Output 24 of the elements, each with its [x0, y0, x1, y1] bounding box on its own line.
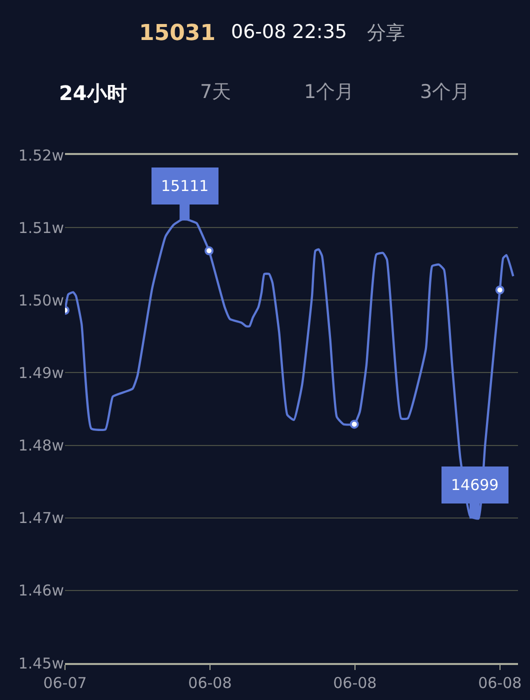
- text: 3个月: [420, 81, 470, 103]
- annotation: 15111: [161, 177, 209, 195]
- text: 24小时: [59, 81, 127, 105]
- y-tick-label: 1.50w: [18, 291, 64, 310]
- y-tick-label: 1.45w: [18, 654, 64, 672]
- y-tick-label: 1.47w: [18, 509, 64, 528]
- y-tick-label: 1.51w: [18, 218, 64, 237]
- y-tick-label: 1.46w: [18, 582, 64, 600]
- x-tick-label: 06-08: [333, 674, 377, 692]
- chart-title: 15031: [139, 21, 216, 46]
- y-tick-label: 1.48w: [18, 436, 64, 455]
- y-tick-label: 1.49w: [18, 364, 64, 382]
- point: [350, 420, 359, 429]
- y-tick-label: 1.52w: [18, 146, 64, 164]
- point: [204, 246, 214, 256]
- point: [495, 285, 504, 294]
- x-tick-label: 06-07: [43, 674, 87, 692]
- chart-subtitle: 06-08 22:35: [231, 21, 348, 43]
- text: 分享: [367, 22, 405, 44]
- annotation: 14699: [451, 476, 499, 494]
- text: 7天: [200, 81, 232, 103]
- x-tick-label: 06-08: [188, 674, 232, 692]
- text: 1个月: [304, 81, 354, 103]
- x-tick-label: 06-08: [478, 674, 522, 692]
